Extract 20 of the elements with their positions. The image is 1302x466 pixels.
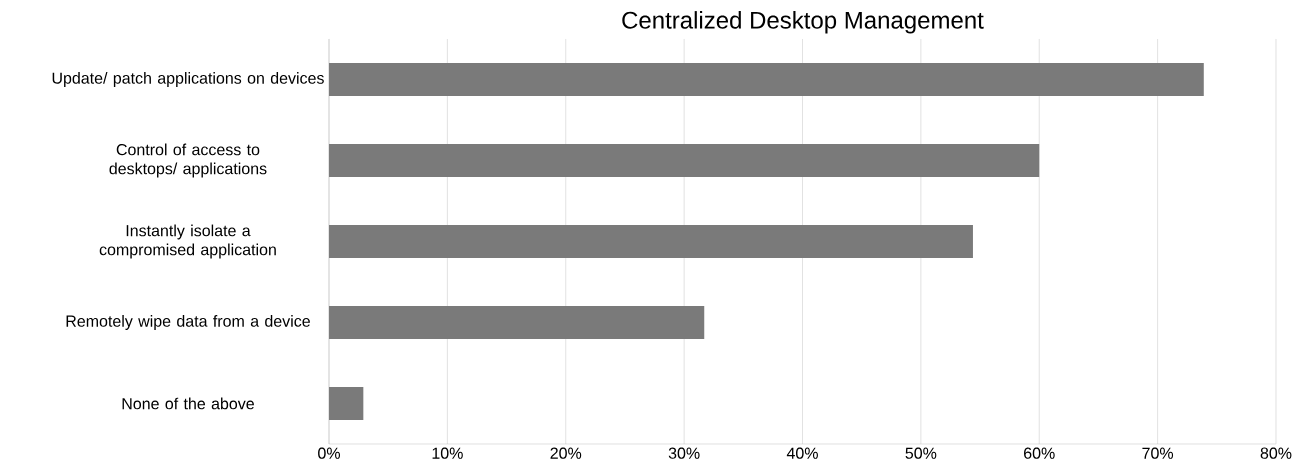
x-tick-label: 0%	[318, 447, 340, 459]
x-tick-label: 40%	[786, 447, 818, 459]
x-tick-label: 50%	[905, 447, 937, 459]
x-tick-label: 70%	[1142, 447, 1174, 459]
x-tick-label: 80%	[1260, 447, 1292, 459]
x-tick-label: 20%	[550, 447, 582, 459]
bar	[329, 225, 973, 258]
bar	[329, 144, 1040, 177]
bar	[329, 386, 364, 420]
y-tick-label: Control of access to desktops/ applications	[109, 143, 267, 178]
bar	[329, 63, 1204, 96]
bar	[329, 305, 705, 339]
x-tick-label: 10%	[432, 447, 463, 459]
y-tick-label: Remotely wipe data from a device	[66, 315, 310, 330]
y-tick-label: Update/ patch applications on devices	[52, 72, 324, 87]
x-tick-label: 60%	[1024, 447, 1055, 459]
chart-title: Centralized Desktop Management	[622, 11, 984, 34]
y-tick-label: None of the above	[122, 397, 254, 410]
x-tick-label: 30%	[668, 447, 700, 459]
y-tick-label: Instantly isolate a compromised application	[99, 224, 276, 259]
